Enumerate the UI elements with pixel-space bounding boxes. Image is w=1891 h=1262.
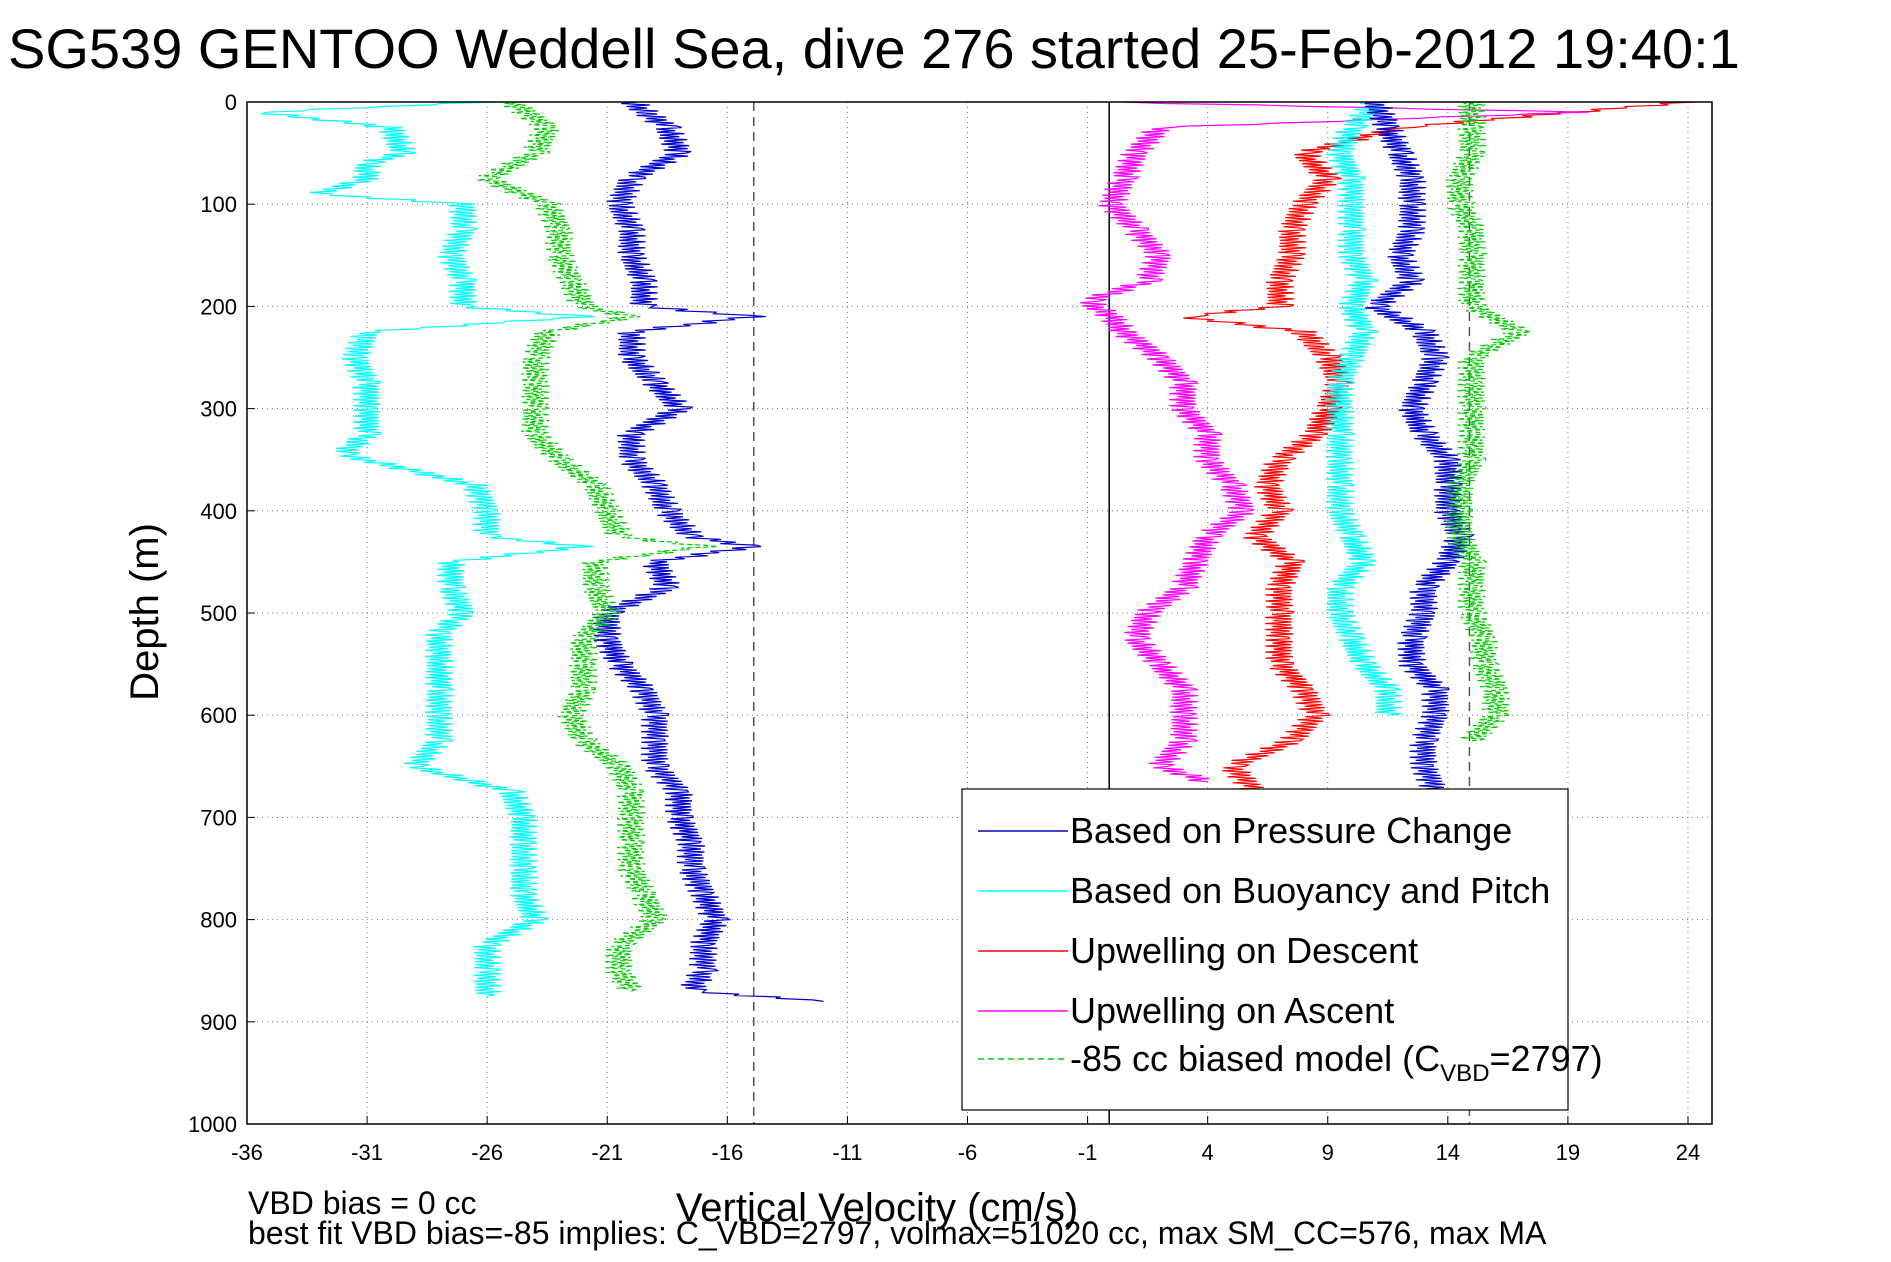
right-series-line-12 (1445, 101, 1531, 742)
y-ticks: 0 100 200 300 400 500 600 700 800 900 1000 (188, 90, 255, 1137)
y-tick-label: 0 (225, 90, 237, 115)
chart-title: SG539 GENTOO Weddell Sea, dive 276 start… (8, 17, 1740, 80)
x-tick-label: -6 (958, 1140, 978, 1165)
x-tick-label: -1 (1078, 1140, 1098, 1165)
y-tick-label: 700 (200, 805, 237, 830)
y-tick-label: 100 (200, 192, 237, 217)
x-tick-label: 4 (1202, 1140, 1214, 1165)
series-line-1 (261, 101, 595, 997)
y-tick-label: 300 (200, 397, 237, 422)
series-line-0 (592, 101, 824, 1002)
y-tick-label: 1000 (188, 1112, 237, 1137)
right-series-line-11 (1364, 101, 1476, 793)
legend-box (961, 788, 1569, 1111)
series-line-3 (1183, 101, 1696, 793)
y-tick-label: 800 (200, 908, 237, 933)
y-tick-label: 200 (200, 294, 237, 319)
right-series-line-10 (1325, 101, 1403, 716)
y-tick-label: 400 (200, 499, 237, 524)
footer-line-1: VBD bias = 0 cc (248, 1185, 477, 1221)
x-tick-label: -16 (711, 1140, 743, 1165)
x-tick-label: -31 (351, 1140, 383, 1165)
x-axis-label: Vertical Velocity (cm/s) (676, 1186, 1078, 1230)
legend-label: Upwelling on Ascent (1070, 990, 1394, 1031)
x-tick-label: 14 (1436, 1140, 1460, 1165)
x-tick-label: -26 (471, 1140, 503, 1165)
y-tick-label: 600 (200, 703, 237, 728)
legend-label: Based on Pressure Change (1070, 810, 1512, 851)
legend: Based on Pressure Change Based on Buoyanc… (961, 788, 1603, 1111)
series-line-4 (1080, 101, 1590, 783)
x-tick-label: 9 (1322, 1140, 1334, 1165)
x-ticks: -36 -31 -26 -21 -16 -11 -6 -1 4 9 14 19 24 (231, 1116, 1700, 1165)
x-tick-label: 19 (1556, 1140, 1580, 1165)
data-series (261, 101, 1696, 1002)
y-axis-label: Depth (m) (123, 523, 167, 701)
y-tick-label: 500 (200, 601, 237, 626)
x-tick-label: -36 (231, 1140, 263, 1165)
y-tick-label: 900 (200, 1010, 237, 1035)
legend-label: Based on Buoyancy and Pitch (1070, 870, 1550, 911)
series-line-2 (477, 101, 718, 992)
x-tick-label: 24 (1676, 1140, 1700, 1165)
x-tick-label: -21 (591, 1140, 623, 1165)
x-tick-label: -11 (832, 1140, 862, 1165)
footer-line-2: best fit VBD bias=-85 implies: C_VBD=279… (248, 1215, 1547, 1251)
legend-label: Upwelling on Descent (1070, 930, 1418, 971)
legend-label: -85 cc biased model (CVBD=2797) (1070, 1038, 1603, 1087)
